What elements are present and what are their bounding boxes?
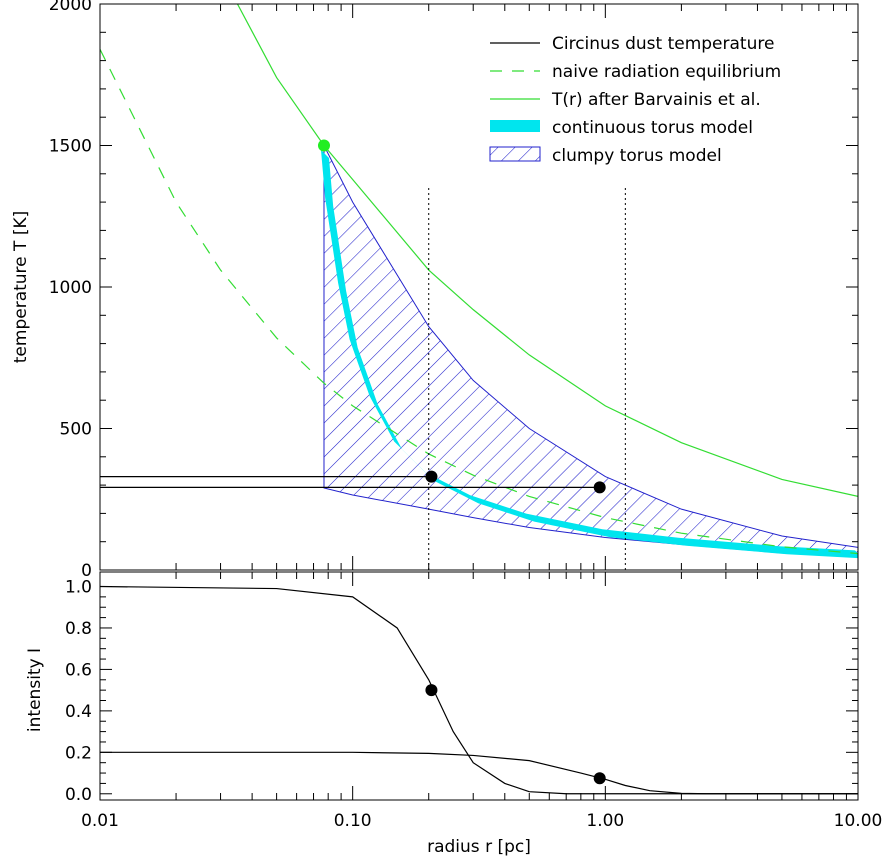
intensity-point <box>425 684 438 697</box>
temperature-axis-ticks: 0 500 1000 1500 2000 <box>49 0 859 581</box>
intensity-line <box>100 585 858 795</box>
legend-label-continuous: continuous torus model <box>552 118 753 138</box>
legend-entry-clumpy: clumpy torus model <box>489 146 722 166</box>
legend: Circinus dust temperature naive radiatio… <box>489 34 781 166</box>
legend-swatch-continuous <box>490 120 540 132</box>
x-tick-label: 10.00 <box>834 811 883 831</box>
x-tick-label: 0.01 <box>81 811 119 831</box>
vertical-dotted-lines <box>428 187 626 570</box>
x-tick-label: 0.10 <box>334 811 372 831</box>
legend-label-clumpy: clumpy torus model <box>552 146 722 166</box>
intensity-line <box>100 751 858 795</box>
legend-entry-naive: naive radiation equilibrium <box>490 62 781 82</box>
y-tick-label: 0.0 <box>65 785 92 805</box>
legend-label-naive: naive radiation equilibrium <box>552 62 781 82</box>
circinus-temperature-lines <box>100 476 600 488</box>
y-tick-label: 0.8 <box>65 619 92 639</box>
y-tick-label: 0 <box>81 561 92 581</box>
y-tick-label: 500 <box>60 420 92 440</box>
temperature-frame <box>99 3 859 571</box>
y-tick-label: 1.0 <box>65 578 92 598</box>
intensity-axis-title: intensity I <box>25 648 45 732</box>
y-tick-label: 0.4 <box>65 702 92 722</box>
barvainis-line <box>236 4 858 498</box>
circinus-temperature-point <box>425 470 438 483</box>
circinus-temperature-point <box>593 481 606 494</box>
intensity-axis-ticks: 0.0 0.2 0.4 0.6 0.8 1.0 0.01 0.10 1.00 10.00 <box>65 572 882 831</box>
legend-entry-circinus: Circinus dust temperature <box>490 34 774 54</box>
y-tick-label: 0.2 <box>65 743 92 763</box>
temperature-points <box>317 139 606 494</box>
y-tick-label: 1000 <box>49 278 92 298</box>
legend-entry-continuous: continuous torus model <box>490 118 753 138</box>
temperature-axis-title: temperature T [K] <box>11 211 31 363</box>
temperature-panel: 0 500 1000 1500 2000 temperature T [K] Circi… <box>11 0 859 581</box>
sublimation-point <box>317 139 330 152</box>
radius-axis-title: radius r [pc] <box>427 837 531 857</box>
intensity-point <box>593 772 606 785</box>
intensity-panel: 0.0 0.2 0.4 0.6 0.8 1.0 0.01 0.10 1.00 10.00 inte… <box>25 571 882 857</box>
legend-swatch-clumpy <box>489 146 541 162</box>
legend-label-circinus: Circinus dust temperature <box>552 34 774 54</box>
intensity-frame <box>99 571 859 801</box>
y-tick-label: 2000 <box>49 0 92 15</box>
legend-label-barvainis: T(r) after Barvainis et al. <box>551 90 761 110</box>
x-tick-label: 1.00 <box>586 811 624 831</box>
temperature-plot-area <box>100 4 858 570</box>
legend-entry-barvainis: T(r) after Barvainis et al. <box>490 90 761 110</box>
clumpy-torus-band <box>323 145 858 558</box>
y-tick-label: 1500 <box>49 137 92 157</box>
y-tick-label: 0.6 <box>65 660 92 680</box>
intensity-plot-area <box>100 585 858 795</box>
